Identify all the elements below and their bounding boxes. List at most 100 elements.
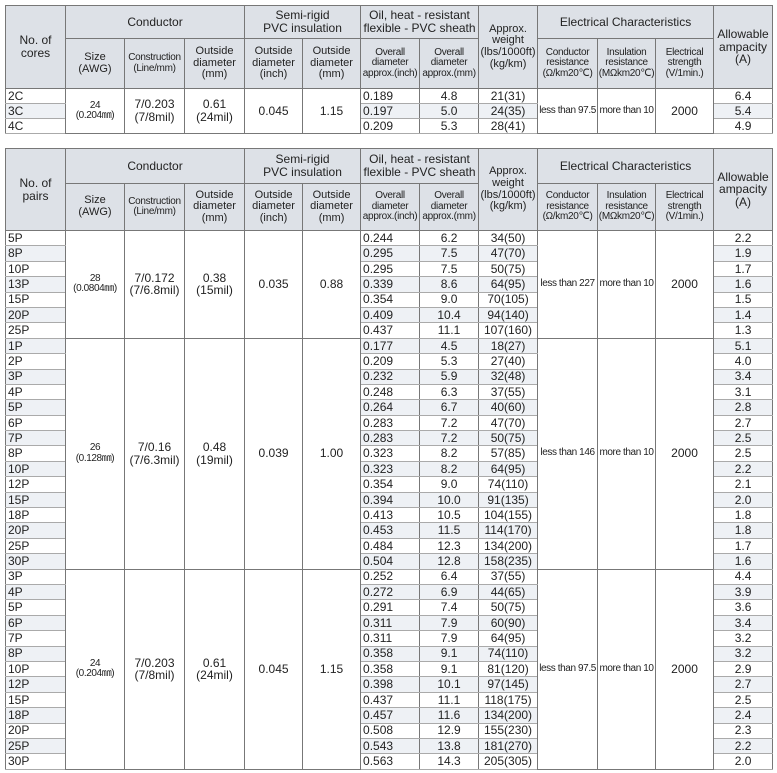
cell: 2.2 [713, 460, 774, 478]
cell: 25P [5, 737, 66, 755]
header-cell: Approx. weight (lbs/1000ft) (kg/km) [478, 148, 539, 231]
cell: 5.3 [419, 353, 480, 370]
cell: 44(65) [478, 583, 539, 601]
strength: 2000 [655, 230, 715, 339]
insulation-resistance: more than 10 [597, 230, 657, 339]
header-cell: Overall diameter approx.(inch) [360, 38, 421, 89]
cell: 37(55) [478, 568, 539, 585]
cell: 20P [5, 522, 66, 539]
cell: 1.6 [713, 553, 774, 570]
cell: 14.3 [419, 753, 480, 770]
data-row: 10P 0.358 9.1 81(120) 2.9 [5, 660, 774, 678]
size: 24 (0.204㎜) [65, 568, 125, 770]
cell: 6.9 [419, 583, 480, 601]
cell: 5P [5, 399, 66, 416]
data-row: 2P 0.209 5.3 27(40) 4.0 [5, 353, 774, 370]
cell: 6.2 [419, 229, 480, 247]
cell: 0.354 [360, 291, 421, 308]
cell: 8.2 [419, 445, 480, 462]
header-cell: Approx. weight (lbs/1000ft) (kg/km) [478, 5, 539, 89]
cell: 47(70) [478, 414, 539, 432]
cell: 0.283 [360, 414, 421, 432]
outside-diameter: 0.38 (15mil) [183, 230, 246, 339]
data-row: 18P 0.457 11.6 134(200) 2.4 [5, 707, 774, 724]
cell: 40(60) [478, 399, 539, 416]
cell: 3.2 [713, 630, 774, 647]
header-cell: Electrical Characteristics [537, 5, 715, 39]
cell: 2.2 [713, 737, 774, 755]
data-row: 8P 0.323 8.2 57(85) 2.5 [5, 445, 774, 462]
cell: 2.5 [713, 445, 774, 462]
cell: 155(230) [478, 722, 539, 739]
cell: 20P [5, 306, 66, 324]
header-cell: Electrical strength (V/1min.) [655, 183, 715, 231]
header-cell: Conductor [64, 148, 246, 184]
cell: 0.358 [360, 660, 421, 678]
header-cell: Semi-rigid PVC insulation [244, 148, 362, 184]
insulation-resistance: more than 10 [597, 337, 657, 570]
cell: 104(155) [478, 507, 539, 524]
cell: 4.8 [419, 88, 480, 104]
data-row: 25P 0.437 11.1 107(160) 1.3 [5, 322, 774, 339]
cell: 7.9 [419, 630, 480, 647]
cell: 21(31) [478, 88, 539, 104]
cell: 74(110) [478, 645, 539, 662]
cell: 30P [5, 753, 66, 770]
cell: 13.8 [419, 737, 480, 755]
data-row: 15P 0.394 10.0 91(135) 2.0 [5, 491, 774, 509]
cell: 0.177 [360, 337, 421, 355]
data-row: 7P 0.283 7.2 50(75) 2.5 [5, 430, 774, 447]
cell: 0.189 [360, 88, 421, 104]
construction: 7/0.16 (7/6.3mil) [124, 337, 185, 570]
cell: 1.8 [713, 507, 774, 524]
conductor-resistance: less than 146 [537, 337, 599, 570]
header-cell: Semi-rigid PVC insulation [244, 5, 362, 39]
cell: 0.484 [360, 537, 421, 555]
cell: 6P [5, 414, 66, 432]
cell: 25P [5, 537, 66, 555]
insulation-diameter: 0.035 [244, 230, 304, 339]
cell: 2C [5, 88, 66, 104]
cell: 18P [5, 507, 66, 524]
cell: 2.0 [713, 753, 774, 770]
cell: 11.1 [419, 322, 480, 339]
header-cell: Electrical Characteristics [537, 148, 715, 184]
header-cell: Size (AWG) [65, 183, 125, 231]
insulation-mm: 1.00 [302, 337, 362, 570]
cell: 94(140) [478, 306, 539, 324]
cell: 0.295 [360, 260, 421, 278]
pairs-table: No. of pairs Conductor Semi-rigid PVC insu… [5, 148, 774, 770]
cell: 10P [5, 660, 66, 678]
header-cell: Construction (Line/mm) [124, 38, 185, 89]
cell: 12.3 [419, 537, 480, 555]
cell: 18P [5, 707, 66, 724]
header-cell: Overall diameter approx.(inch) [360, 183, 421, 231]
cell: 2.3 [713, 722, 774, 739]
header-cell: Outside diameter (inch) [244, 38, 304, 89]
data-row: 2C 24 (0.204㎜) 7/0.203 (7/8mil) 0.61 (24mil… [5, 88, 774, 134]
cell: 0.283 [360, 430, 421, 447]
data-row: 25P 0.484 12.3 134(200) 1.7 [5, 537, 774, 555]
cell: 3.4 [713, 614, 774, 632]
data-row: 3P 24 (0.204㎜) 7/0.203 (7/8mil) 0.61 (24mil… [5, 568, 774, 770]
cell: 6.7 [419, 399, 480, 416]
header-cell: Allowable ampacity (A) [713, 5, 774, 89]
header-cell: Outside diameter (mm) [302, 183, 362, 231]
data-row: 12P 0.354 9.0 74(110) 2.1 [5, 476, 774, 493]
header-cell: Size (AWG) [65, 38, 125, 89]
data-row: 3P 0.232 5.9 32(48) 3.4 [5, 368, 774, 385]
header-cell: Oil, heat - resistant flexible - PVC she… [360, 5, 480, 39]
data-row: 4P 0.272 6.9 44(65) 3.9 [5, 583, 774, 601]
cell: 2.7 [713, 676, 774, 693]
cell: 0.295 [360, 245, 421, 262]
cell: 3.2 [713, 645, 774, 662]
header-cell: Construction (Line/mm) [124, 183, 185, 231]
cell: 4P [5, 583, 66, 601]
cell: 91(135) [478, 491, 539, 509]
cell: 8.2 [419, 460, 480, 478]
cell: 4.4 [713, 568, 774, 585]
cell: 2.0 [713, 491, 774, 509]
cell: 4P [5, 383, 66, 401]
cell: 74(110) [478, 476, 539, 493]
cell: 15P [5, 691, 66, 709]
